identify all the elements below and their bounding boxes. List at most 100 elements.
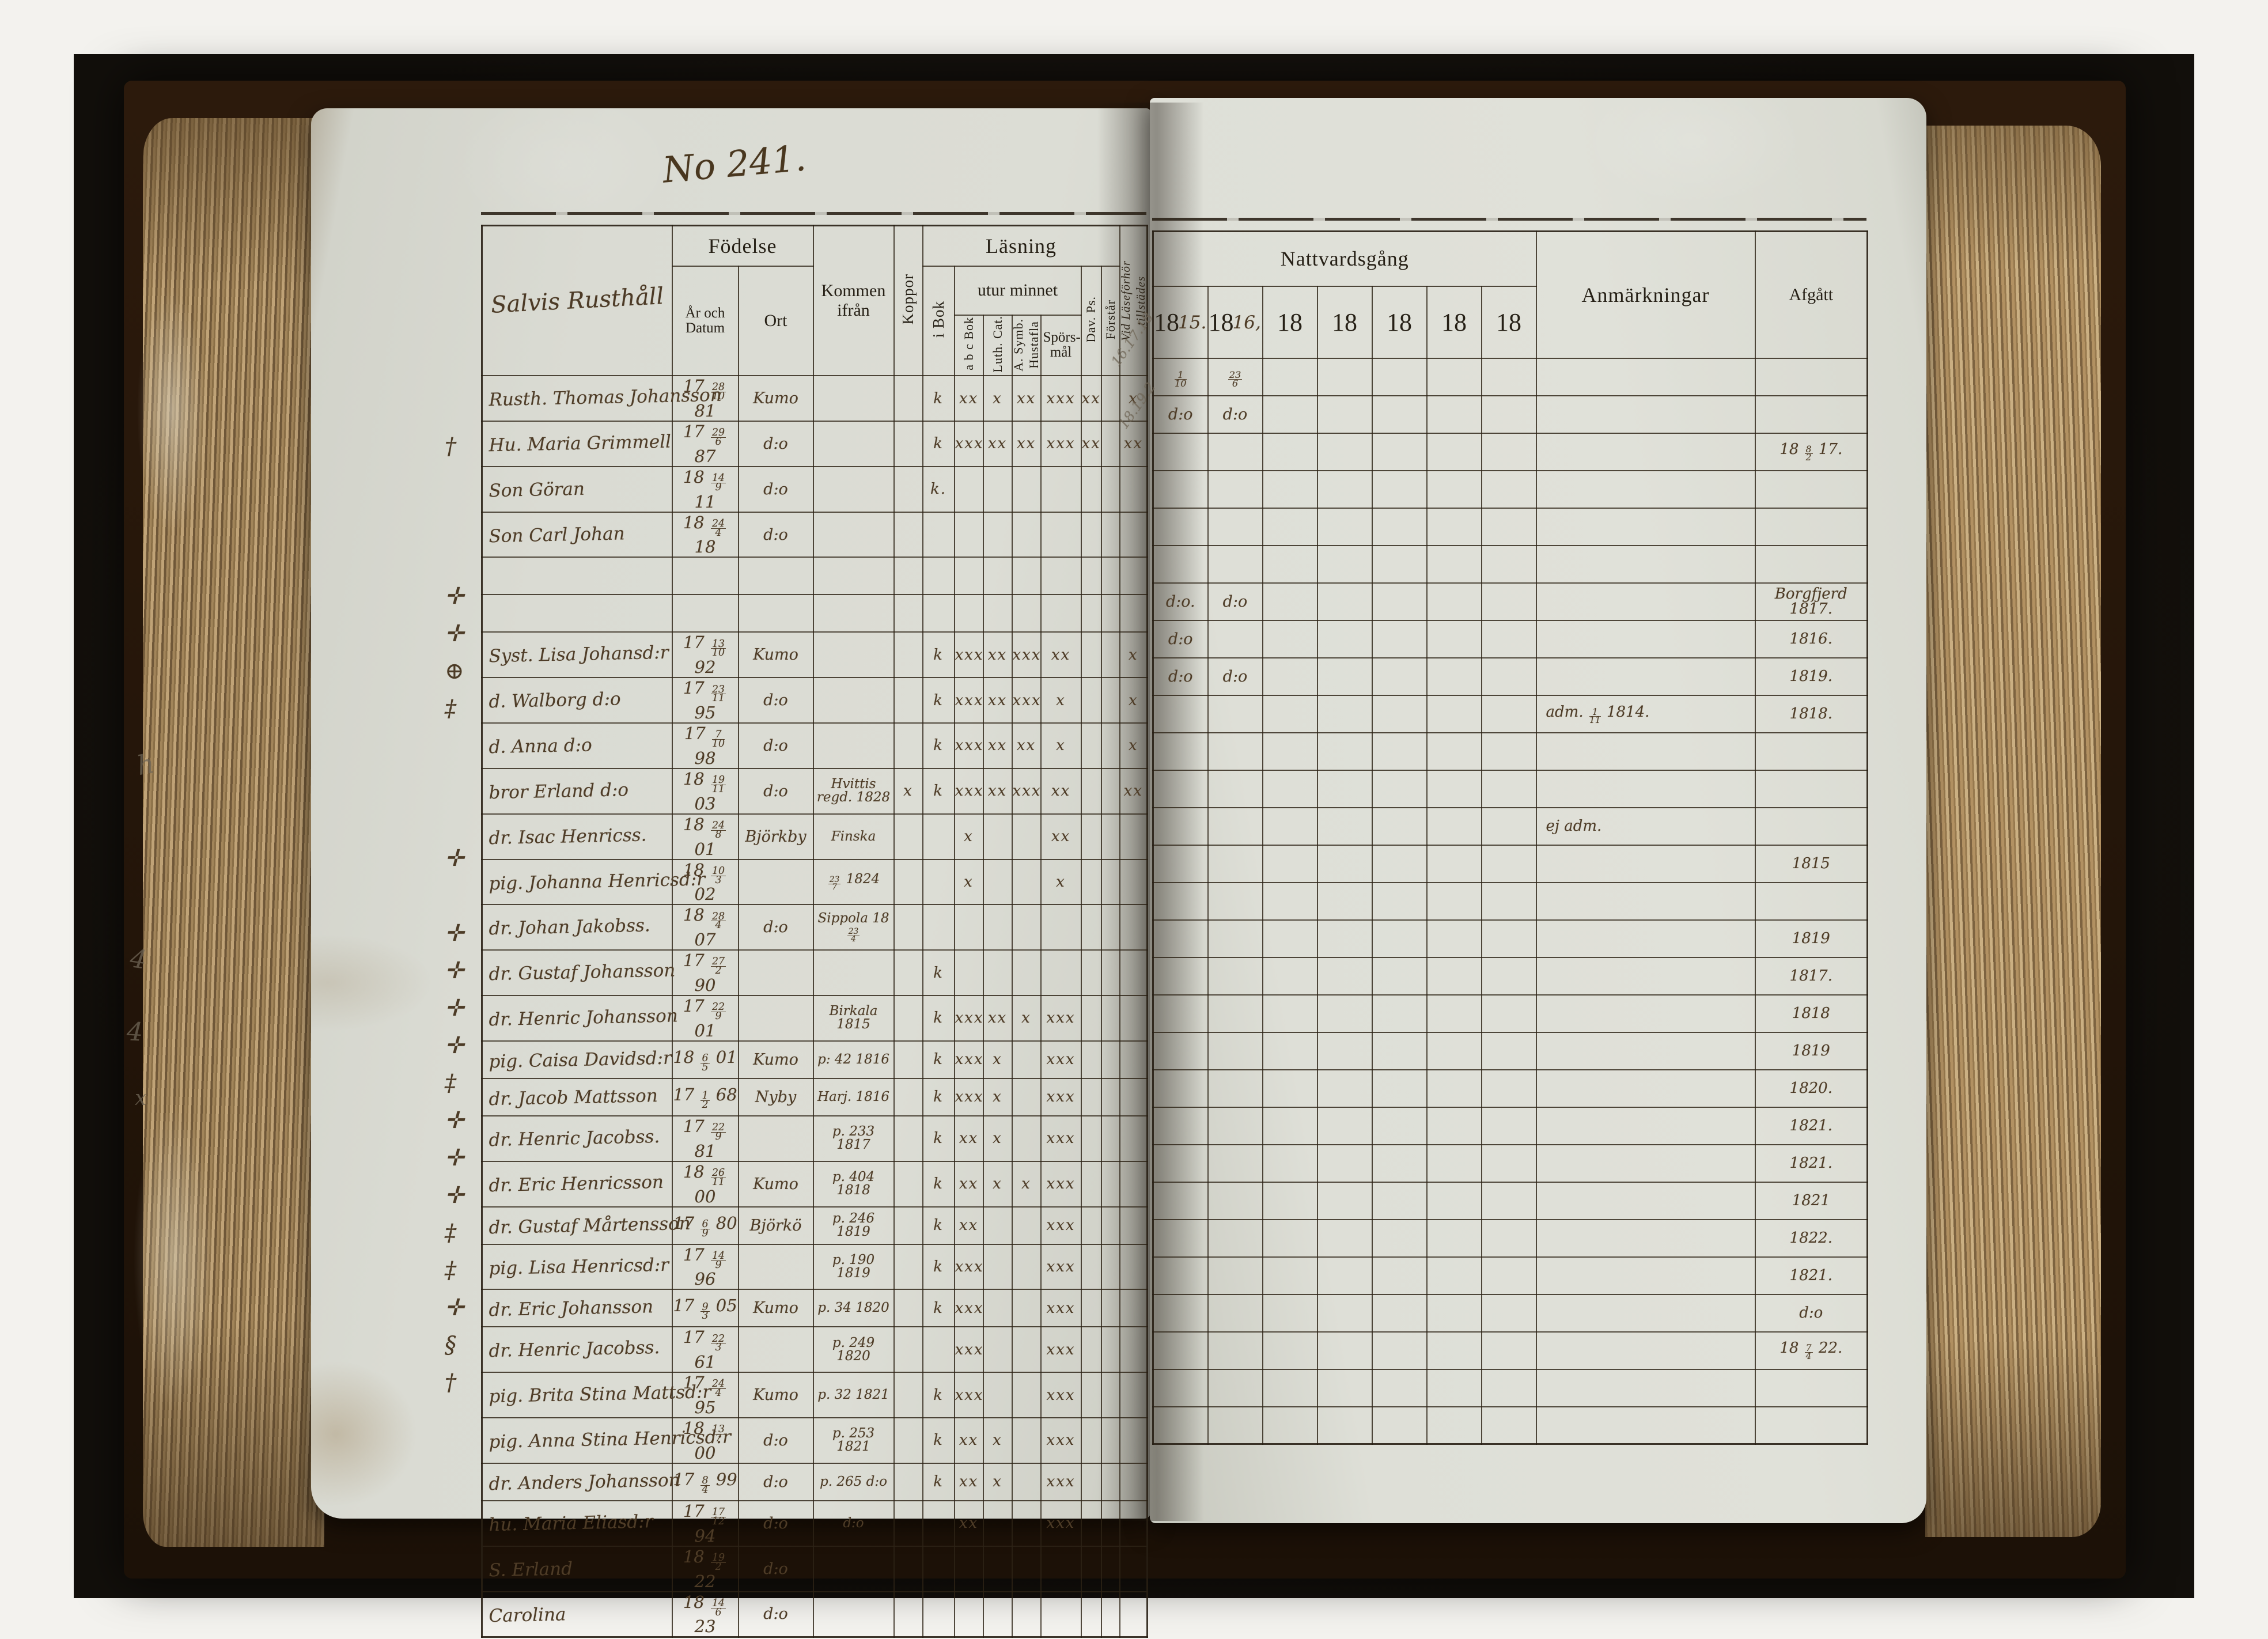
fraction-numerator: 28 — [710, 910, 726, 922]
reading-mark-cell — [893, 1115, 923, 1162]
birth-date-cell: 18 19 11 03 — [671, 767, 739, 815]
reading-mark-cell — [982, 1591, 1013, 1638]
communion-1815-cell — [1152, 1144, 1209, 1183]
communion-cell — [1371, 432, 1428, 471]
birth-date-cell: 18 24 4 18 — [671, 511, 739, 558]
year-header-cell: 1816, — [1207, 285, 1263, 359]
communion-cell — [1481, 807, 1537, 846]
abc-bok-header: a b c Bok — [953, 314, 984, 377]
table-row: dr. Eric Henricsson 18 26 11 00 Kumo p. 404 … — [481, 1159, 1148, 1209]
communion-cell — [1262, 919, 1318, 958]
communion-1815-cell — [1152, 1106, 1209, 1145]
remarks-cell — [1535, 956, 1756, 995]
reading-mark-cell — [893, 904, 923, 951]
table-row: Son Göran 18 14 9 11 d:o k. — [481, 464, 1148, 514]
communion-cell — [1262, 582, 1318, 621]
table-row: Carolina 18 14 6 23 d:o — [481, 1589, 1148, 1639]
margin-cross: § — [445, 1332, 456, 1358]
communion-cell — [1371, 395, 1428, 434]
communion-1816-cell: 23 6 — [1207, 357, 1263, 396]
birthplace-cell: d:o — [737, 1500, 814, 1547]
communion-cell — [1371, 357, 1428, 396]
communion-cell — [1426, 1293, 1482, 1333]
reading-mark-cell: xxx — [1040, 1160, 1082, 1208]
birth-date-cell: 18 14 6 23 — [671, 1591, 739, 1638]
fraction: 13 10 — [710, 639, 726, 658]
communion-1816-cell — [1207, 1293, 1263, 1333]
year-handwritten: 15. — [1178, 312, 1207, 333]
margin-cross: ✛ — [445, 620, 464, 647]
communion-cell — [1426, 1106, 1482, 1145]
reading-mark-cell — [893, 1591, 923, 1638]
year-printed: 18 — [1154, 308, 1179, 336]
fraction-denominator: 4 — [715, 527, 722, 539]
communion-1816-cell — [1207, 919, 1263, 958]
fraction-numerator: 26 — [710, 1167, 726, 1179]
communion-cell — [1481, 1331, 1537, 1370]
reading-mark-cell: xx — [982, 420, 1013, 467]
table-row: 1821. — [1152, 1106, 1868, 1145]
communion-cell — [1371, 1031, 1428, 1070]
reading-mark-cell — [893, 1500, 923, 1547]
reading-mark-cell — [982, 511, 1013, 558]
fraction: 1 10 — [1174, 370, 1187, 388]
communion-cell — [1481, 1406, 1537, 1445]
birth-date-cell: 18 24 8 01 — [671, 813, 739, 860]
communion-cell — [1426, 956, 1482, 995]
name-cell: pig. Johanna Henricsd:r — [481, 857, 705, 907]
reading-mark-cell: xxx — [1040, 1462, 1082, 1501]
birthplace-cell: d:o — [737, 511, 814, 558]
departed-cell — [1754, 507, 1868, 546]
remarks-cell — [1535, 432, 1756, 471]
fraction: 23 7 — [828, 876, 841, 891]
reading-mark-cell — [1080, 1243, 1102, 1290]
birthplace-cell: Kumo — [737, 1372, 814, 1419]
reading-mark-cell — [1119, 813, 1148, 860]
fraction-denominator: 3 — [702, 1310, 709, 1322]
reading-mark-cell — [1040, 904, 1082, 951]
birth-date-cell — [671, 594, 739, 633]
communion-1816-cell — [1207, 1406, 1263, 1445]
reading-mark-cell: x — [953, 858, 984, 906]
communion-1816-cell — [1207, 994, 1263, 1033]
fraction-denominator: 7 — [715, 1433, 722, 1445]
reading-mark-cell — [893, 813, 923, 860]
reading-mark-cell — [982, 1243, 1013, 1290]
came-from-cell: p. 34 1820 — [812, 1289, 895, 1328]
communion-cell — [1262, 1331, 1318, 1370]
birthplace-cell: Kumo — [737, 1289, 814, 1328]
left-page-edge-stack — [134, 118, 324, 1547]
reading-mark-cell — [1080, 722, 1102, 769]
communion-1816-cell — [1207, 1144, 1263, 1183]
name-cell: dr. Eric Johansson — [481, 1287, 673, 1329]
communion-cell — [1426, 694, 1482, 733]
communion-cell — [1316, 1031, 1373, 1070]
reading-mark-cell: k — [922, 1206, 955, 1245]
birth-date-cell: 17 14 9 96 — [671, 1243, 739, 1290]
came-from-cell — [812, 949, 895, 997]
birthplace-cell: d:o — [737, 465, 814, 513]
birth-date-cell: 18 10 3 02 — [671, 858, 739, 906]
communion-1815-cell: d:o — [1152, 657, 1209, 696]
name-cell: dr. Gustaf Johansson — [481, 948, 675, 998]
reading-mark-cell — [1100, 1372, 1120, 1419]
remarks-cell — [1535, 544, 1756, 584]
birth-date-cell: 18 13 7 00 — [671, 1417, 739, 1464]
reading-mark-cell: xxx — [1040, 1417, 1082, 1464]
reading-mark-cell: xx — [1119, 767, 1148, 815]
reading-mark-cell — [1080, 858, 1102, 906]
came-from-cell — [812, 375, 895, 422]
communion-1816-cell — [1207, 881, 1263, 921]
communion-cell — [1262, 1218, 1318, 1258]
reading-mark-cell — [1119, 1372, 1148, 1419]
reading-mark-cell: xxx — [953, 1289, 984, 1328]
name-cell: dr. Henric Jacobss. — [481, 1324, 673, 1375]
reading-mark-cell: x — [982, 1077, 1013, 1116]
reading-mark-cell — [953, 557, 984, 596]
reading-mark-cell — [1100, 1077, 1120, 1116]
communion-1815-cell — [1152, 1256, 1209, 1295]
fraction: 10 3 — [710, 866, 726, 885]
reading-mark-cell — [1080, 1077, 1102, 1116]
